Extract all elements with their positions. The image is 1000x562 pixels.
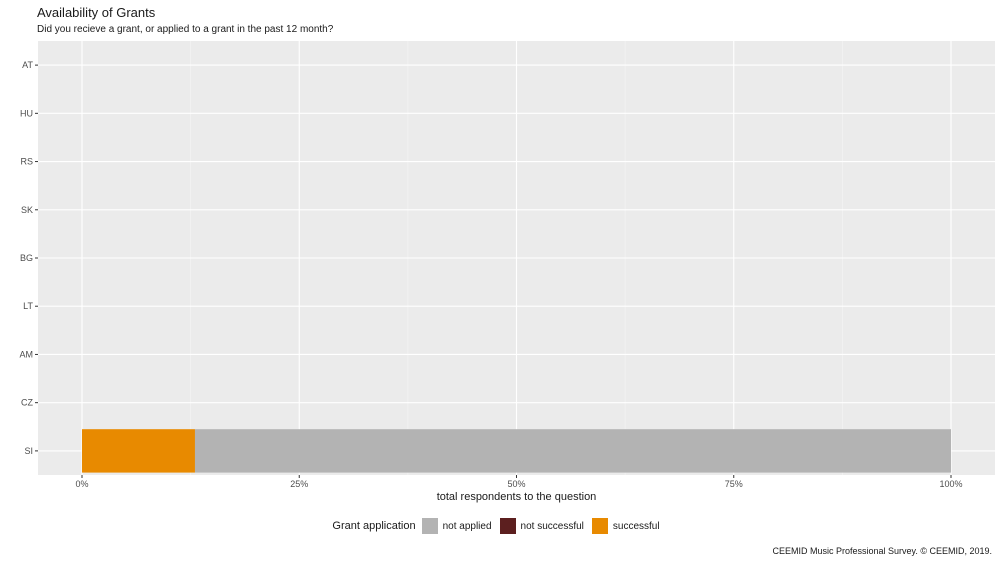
x-tick-label: 50% [507,479,525,489]
chart-subtitle: Did you recieve a grant, or applied to a… [37,24,334,35]
y-tick-label: AT [22,60,33,70]
legend-label-not-successful: not successful [520,520,584,532]
x-tick-label: 0% [75,479,88,489]
stacked-bar-chart: AT HU RS SK BG LT AM CZ SI 0% 25% 50% 75% 100% total r… [20,41,995,503]
y-tick-label: SI [24,446,33,456]
legend-title: Grant application [332,520,416,532]
legend-label-successful: successful [612,520,660,532]
bar-not-applied-si [194,429,952,473]
y-tick-label: LT [23,301,33,311]
x-tick-label: 100% [939,479,962,489]
x-axis-title: total respondents to the question [437,491,597,503]
legend-swatch-not-successful [499,518,516,534]
y-tick-label: HU [20,108,33,118]
x-tick-label: 75% [725,479,743,489]
x-tick-label: 25% [290,479,308,489]
chart-title: Availability of Grants [37,5,156,20]
legend-label-not-applied: not applied [442,520,492,532]
legend: Grant application not applied not succes… [0,518,1000,534]
legend-swatch-successful [591,518,608,534]
y-tick-label: CZ [21,398,33,408]
legend-swatch-not-applied [421,518,438,534]
legend-item-successful: successful [591,518,660,534]
y-tick-label: BG [20,253,33,263]
y-tick-label: AM [20,349,34,359]
legend-item-not-applied: not applied [421,518,492,534]
y-tick-label: RS [20,157,33,167]
y-tick-label: SK [21,205,33,215]
chart-caption: CEEMID Music Professional Survey. © CEEM… [772,546,992,556]
legend-item-not-successful: not successful [499,518,584,534]
bar-successful-si [82,429,195,473]
